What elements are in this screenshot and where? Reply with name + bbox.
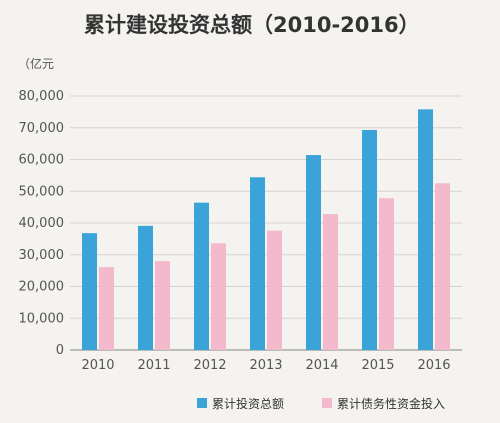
y-tick-label: 0 (56, 343, 64, 358)
x-tick-label: 2012 (193, 358, 226, 373)
bar-total-investment (306, 155, 321, 350)
bar-total-investment (138, 225, 153, 350)
bar-debt-funding (99, 267, 114, 350)
y-tick-label: 50,000 (19, 184, 65, 199)
bar-debt-funding (435, 183, 450, 350)
y-tick-label: 40,000 (19, 216, 65, 231)
bars (82, 109, 450, 351)
y-tick-label: 60,000 (19, 153, 65, 168)
legend-label: 累计投资总额 (212, 396, 284, 411)
x-tick-label: 2015 (361, 358, 394, 373)
y-tick-label: 20,000 (19, 280, 65, 295)
bar-total-investment (362, 129, 377, 350)
bar-debt-funding (211, 243, 226, 350)
bar-debt-funding (379, 198, 394, 350)
bar-total-investment (82, 233, 97, 350)
y-axis-unit: （亿元 (18, 56, 54, 71)
chart-title: 累计建设投资总额（2010-2016） (84, 13, 420, 37)
bar-debt-funding (323, 214, 338, 350)
bar-debt-funding (155, 261, 170, 350)
bar-total-investment (194, 202, 209, 350)
y-tick-label: 80,000 (19, 89, 65, 104)
legend: 累计投资总额 累计债务性资金投入 (197, 396, 445, 411)
x-axis-ticks: 2010 2011 2012 2013 2014 2015 2016 (81, 358, 450, 373)
y-axis-ticks: 0 10,000 20,000 30,000 40,000 50,000 60,000 70,… (19, 89, 65, 358)
legend-swatch (197, 398, 207, 408)
bar-total-investment (418, 109, 433, 351)
y-tick-label: 70,000 (19, 121, 65, 136)
gridlines (70, 95, 462, 351)
x-tick-label: 2016 (417, 358, 450, 373)
x-tick-label: 2010 (81, 358, 114, 373)
bar-debt-funding (267, 230, 282, 350)
legend-swatch (322, 398, 332, 408)
y-tick-label: 30,000 (19, 248, 65, 263)
y-tick-label: 10,000 (19, 311, 65, 326)
x-tick-label: 2011 (137, 358, 170, 373)
legend-label: 累计债务性资金投入 (337, 396, 445, 411)
bar-total-investment (250, 177, 265, 350)
x-tick-label: 2014 (305, 358, 338, 373)
x-tick-label: 2013 (249, 358, 282, 373)
